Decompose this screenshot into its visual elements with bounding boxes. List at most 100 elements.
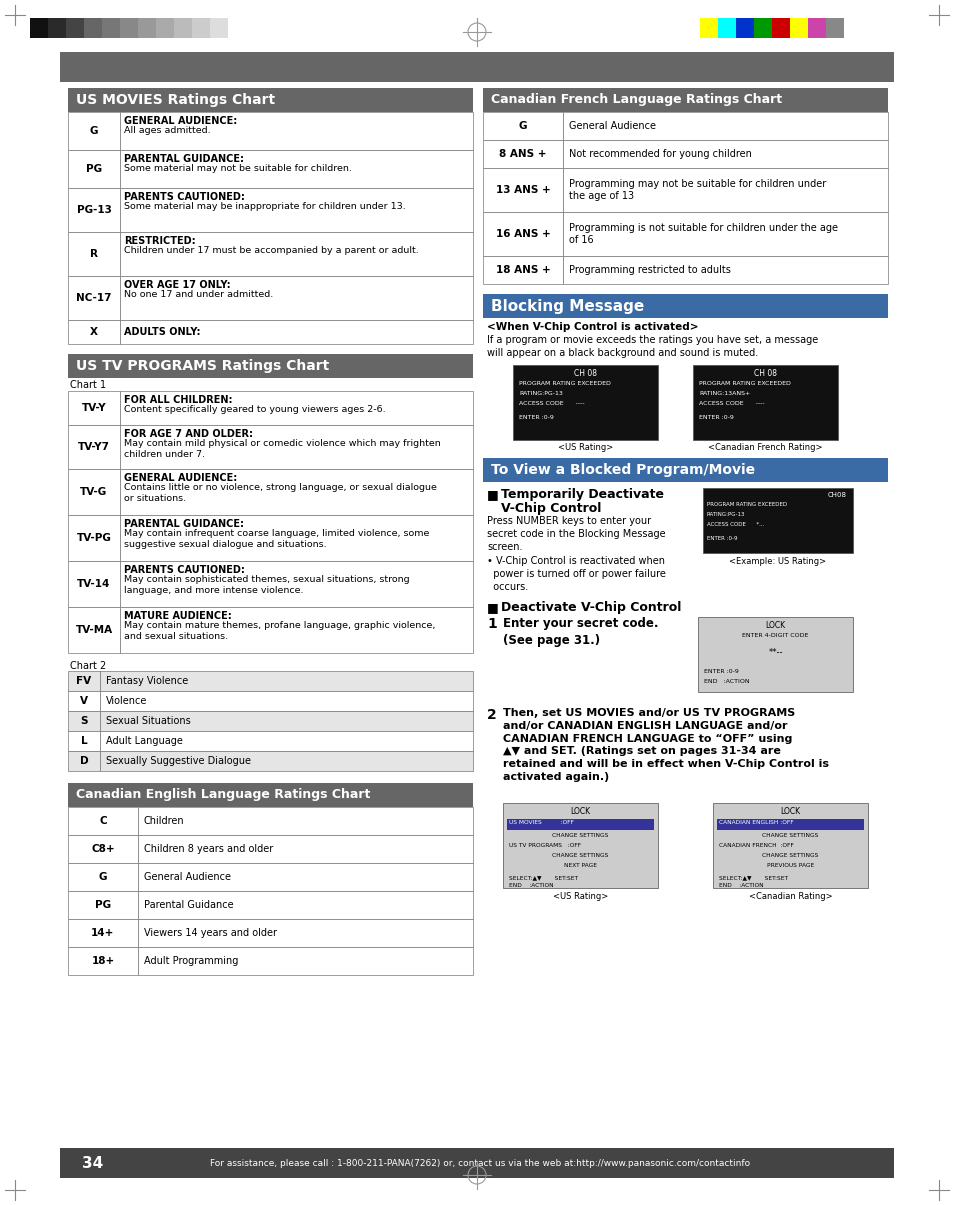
Text: 18+: 18+ — [91, 956, 114, 966]
Text: PG-13: PG-13 — [76, 205, 112, 214]
Bar — [100, 711, 473, 731]
Text: X: X — [90, 327, 98, 337]
Bar — [502, 803, 658, 888]
Bar — [712, 803, 867, 888]
Text: US TV PROGRAMS Ratings Chart: US TV PROGRAMS Ratings Chart — [76, 359, 329, 374]
Bar — [120, 515, 473, 562]
Bar — [562, 112, 887, 140]
Text: CANADIAN FRENCH  :OFF: CANADIAN FRENCH :OFF — [719, 844, 793, 848]
Text: CANADIAN ENGLISH :OFF: CANADIAN ENGLISH :OFF — [719, 819, 793, 825]
Bar — [68, 890, 138, 919]
Text: US TV PROGRAMS   :OFF: US TV PROGRAMS :OFF — [509, 844, 580, 848]
Bar — [68, 835, 138, 863]
Text: D: D — [80, 756, 89, 766]
Bar — [84, 18, 102, 39]
Text: C8+: C8+ — [91, 844, 114, 854]
Text: Temporarily Deactivate: Temporarily Deactivate — [500, 488, 663, 501]
Text: To View a Blocked Program/Movie: To View a Blocked Program/Movie — [491, 463, 755, 477]
Text: Then, set US MOVIES and/or US TV PROGRAMS
and/or CANADIAN ENGLISH LANGUAGE and/o: Then, set US MOVIES and/or US TV PROGRAM… — [502, 709, 828, 782]
Text: Children under 17 must be accompanied by a parent or adult.: Children under 17 must be accompanied by… — [124, 246, 418, 255]
Bar — [120, 276, 473, 321]
Bar — [120, 321, 473, 343]
Bar — [68, 321, 120, 343]
Text: PARENTAL GUIDANCE:: PARENTAL GUIDANCE: — [124, 519, 244, 529]
Bar — [68, 783, 473, 807]
Bar — [700, 18, 718, 39]
Text: Contains little or no violence, strong language, or sexual dialogue
or situation: Contains little or no violence, strong l… — [124, 483, 436, 504]
Text: CHANGE SETTINGS: CHANGE SETTINGS — [552, 833, 608, 837]
Bar — [68, 149, 120, 188]
Bar — [68, 88, 473, 112]
Text: G: G — [99, 872, 107, 882]
Text: SELECT:▲▼       SET:SET: SELECT:▲▼ SET:SET — [719, 875, 787, 880]
Bar — [68, 188, 120, 233]
Text: 8 ANS +: 8 ANS + — [498, 149, 546, 159]
Text: V-Chip Control: V-Chip Control — [500, 502, 600, 515]
Text: PREVIOUS PAGE: PREVIOUS PAGE — [766, 863, 813, 868]
Bar — [100, 671, 473, 690]
Bar — [138, 919, 473, 947]
Bar — [482, 255, 562, 284]
Text: US MOVIES Ratings Chart: US MOVIES Ratings Chart — [76, 93, 274, 107]
Bar — [66, 18, 84, 39]
Text: GENERAL AUDIENCE:: GENERAL AUDIENCE: — [124, 116, 237, 127]
Text: PROGRAM RATING EXCEEDED: PROGRAM RATING EXCEEDED — [706, 502, 786, 507]
Bar — [68, 751, 100, 771]
Text: Some material may be inappropriate for children under 13.: Some material may be inappropriate for c… — [124, 202, 405, 211]
Text: <When V-Chip Control is activated>: <When V-Chip Control is activated> — [486, 322, 698, 333]
Bar — [68, 690, 100, 711]
Text: CH 08: CH 08 — [574, 369, 597, 378]
Text: Programming may not be suitable for children under
the age of 13: Programming may not be suitable for chil… — [568, 178, 825, 201]
Bar — [692, 365, 837, 440]
Text: TV-Y: TV-Y — [82, 402, 106, 413]
Text: Children: Children — [144, 816, 185, 825]
Text: Sexual Situations: Sexual Situations — [106, 716, 191, 725]
Bar — [120, 607, 473, 653]
Bar — [120, 562, 473, 607]
Text: If a program or movie exceeds the ratings you have set, a message
will appear on: If a program or movie exceeds the rating… — [486, 335, 818, 358]
Bar — [138, 863, 473, 890]
Bar — [482, 458, 887, 482]
Text: PARENTS CAUTIONED:: PARENTS CAUTIONED: — [124, 192, 245, 202]
Text: **--: **-- — [767, 647, 781, 656]
Text: PG: PG — [86, 164, 102, 174]
Text: May contain sophisticated themes, sexual situations, strong
language, and more i: May contain sophisticated themes, sexual… — [124, 575, 409, 595]
Text: 14+: 14+ — [91, 928, 114, 937]
Text: ENTER :0-9: ENTER :0-9 — [703, 669, 739, 674]
Bar — [735, 18, 753, 39]
Text: ACCESS CODE      *...: ACCESS CODE *... — [706, 522, 763, 527]
Text: Parental Guidance: Parental Guidance — [144, 900, 233, 910]
Text: May contain mature themes, profane language, graphic violence,
and sexual situat: May contain mature themes, profane langu… — [124, 621, 435, 641]
Bar — [68, 390, 120, 425]
Bar — [562, 167, 887, 212]
Text: Viewers 14 years and older: Viewers 14 years and older — [144, 928, 276, 937]
Bar — [482, 88, 887, 112]
Bar — [120, 112, 473, 149]
Text: ENTER 4-DIGIT CODE: ENTER 4-DIGIT CODE — [741, 633, 808, 637]
Text: CHANGE SETTINGS: CHANGE SETTINGS — [761, 853, 818, 858]
Text: END    :ACTION: END :ACTION — [509, 883, 553, 888]
Bar — [120, 188, 473, 233]
Text: TV-14: TV-14 — [77, 578, 111, 589]
Bar — [102, 18, 120, 39]
Text: Some material may not be suitable for children.: Some material may not be suitable for ch… — [124, 164, 352, 174]
Text: May contain infrequent coarse language, limited violence, some
suggestive sexual: May contain infrequent coarse language, … — [124, 529, 429, 549]
Text: ACCESS CODE      ----: ACCESS CODE ---- — [699, 401, 763, 406]
Text: <Canadian Rating>: <Canadian Rating> — [748, 892, 831, 901]
Bar — [698, 617, 852, 692]
Text: All ages admitted.: All ages admitted. — [124, 127, 211, 135]
Text: Violence: Violence — [106, 696, 147, 706]
Text: ENTER :0-9: ENTER :0-9 — [699, 415, 733, 421]
Text: Adult Language: Adult Language — [106, 736, 183, 746]
Bar — [68, 425, 120, 469]
Bar — [30, 18, 48, 39]
Bar — [482, 140, 562, 167]
Bar — [717, 819, 863, 830]
Text: Fantasy Violence: Fantasy Violence — [106, 676, 188, 686]
Bar — [482, 294, 887, 318]
Bar — [60, 52, 893, 82]
Text: NC-17: NC-17 — [76, 293, 112, 302]
Text: 13 ANS +: 13 ANS + — [496, 186, 550, 195]
Bar — [100, 751, 473, 771]
Text: CH 08: CH 08 — [753, 369, 776, 378]
